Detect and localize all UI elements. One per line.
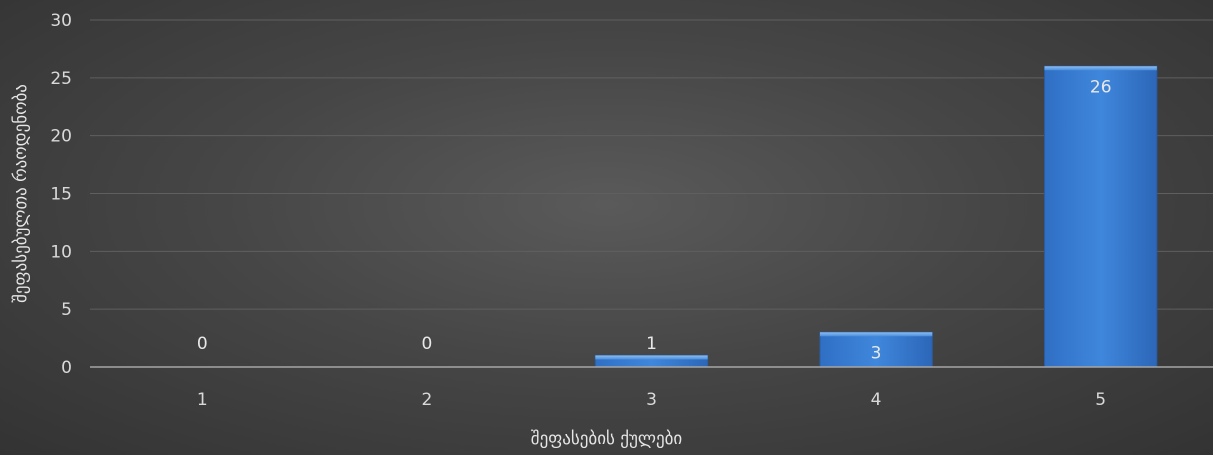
y-tick-label: 25 xyxy=(50,69,72,89)
y-tick-label: 30 xyxy=(50,11,72,31)
y-tick-label: 5 xyxy=(61,300,72,320)
data-labels: 0 0 1 326 xyxy=(197,77,1112,363)
bar-highlight xyxy=(1044,66,1157,71)
bar-highlight xyxy=(819,332,933,337)
data-label: 3 xyxy=(871,343,882,363)
x-tick-label: 4 xyxy=(871,390,882,410)
data-label: 0 xyxy=(197,334,208,354)
data-label: 1 xyxy=(646,334,657,354)
y-tick-label: 20 xyxy=(50,127,72,147)
x-axis-title: შეფასების ქულები xyxy=(531,429,682,449)
x-tick-label: 5 xyxy=(1095,390,1106,410)
bar xyxy=(819,331,933,368)
x-tick-label: 2 xyxy=(421,390,432,410)
data-label: 0 xyxy=(421,334,432,354)
y-axis-title: შეფასებულთა რაოდენობა xyxy=(11,84,31,303)
y-tick-label: 15 xyxy=(50,185,72,205)
y-tick-label: 10 xyxy=(50,242,72,262)
bar-highlight xyxy=(595,355,708,360)
bars xyxy=(594,65,1158,368)
bar xyxy=(1044,65,1158,368)
gridlines xyxy=(90,19,1213,310)
x-tick-label: 3 xyxy=(646,390,657,410)
x-tick-label: 1 xyxy=(197,390,208,410)
data-label: 26 xyxy=(1090,77,1112,97)
y-tick-label: 0 xyxy=(61,358,72,378)
